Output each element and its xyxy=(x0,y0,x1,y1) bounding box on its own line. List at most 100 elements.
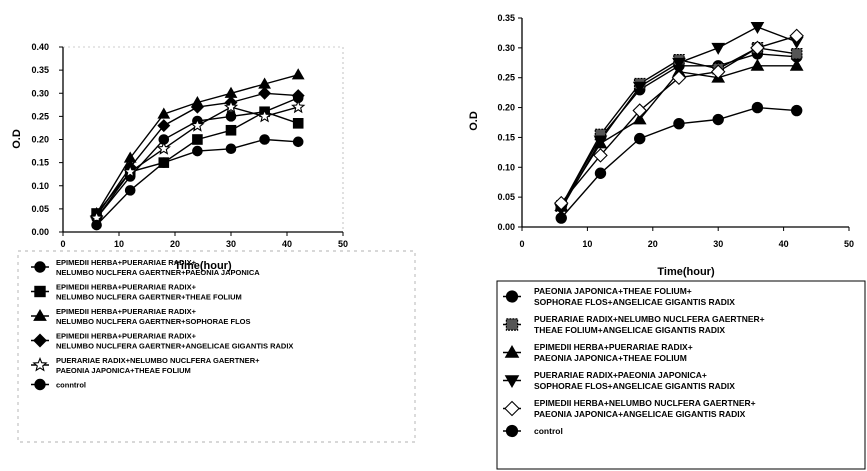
chart-left-legend-label: EPIMEDII HERBA+PUERARIAE RADIX+ xyxy=(56,258,197,267)
chart-right-series-6-point xyxy=(751,101,764,114)
chart-left-ylabel: O.D xyxy=(11,129,23,149)
chart-left-legend-label: PAEONIA JAPONICA+THEAE FOLIUM xyxy=(56,366,191,375)
chart-right-legend-box xyxy=(496,280,866,470)
chart-right-series-5-point xyxy=(789,28,804,44)
chart-right-legend-marker xyxy=(504,400,520,417)
chart-right-series-6-point xyxy=(594,167,607,179)
chart-right-legend-label: PAEONIA JAPONICA+THEAE FOLIUM+ xyxy=(534,286,692,296)
chart-left-series-6-point xyxy=(124,185,136,196)
chart-right-xtick-label: 40 xyxy=(779,239,789,249)
chart-right-legend-marker xyxy=(504,375,520,388)
chart-right-series-5-point xyxy=(750,40,765,56)
chart-right-series-5-point xyxy=(710,64,726,80)
chart-right-ytick-label: 0.15 xyxy=(497,132,515,142)
chart-left-series-2-point xyxy=(192,134,203,145)
chart-right-legend-label: THEAE FOLIUM+ANGELICAE GIGANTIS RADIX xyxy=(534,325,725,335)
chart-left-legend-label: EPIMEDII HERBA+PUERARIAE RADIX+ xyxy=(56,332,197,341)
chart-right-legend-marker xyxy=(505,318,519,331)
chart-left-series-2-point xyxy=(225,124,237,136)
chart-left-legend-label: EPIMEDII HERBA+PUERARIAE RADIX+ xyxy=(56,307,197,316)
chart-left-series-6-point xyxy=(259,134,270,145)
chart-left-legend-label: NELUMBO NUCLFERA GAERTNER+ANGELICAE GIGA… xyxy=(56,342,293,351)
chart-left-legend-marker xyxy=(34,285,46,298)
chart-right-xtick-label: 50 xyxy=(844,239,854,249)
chart-right-legend-label: SOPHORAE FLOS+ANGELICAE GIGANTIS RADIX xyxy=(534,297,735,307)
chart-left-series-3-point xyxy=(291,68,305,80)
chart-left-series-1-point xyxy=(225,111,237,122)
chart-right-series-4-point xyxy=(711,42,726,55)
chart-left-ytick-label: 0.20 xyxy=(31,135,49,145)
chart-right-ylabel: O.D xyxy=(468,111,480,131)
chart-left-series-5-point xyxy=(156,141,171,155)
chart-left-series-5-point xyxy=(223,99,239,114)
chart-right-legend-label: EPIMEDII HERBA+PUERARIAE RADIX+ xyxy=(534,342,693,352)
chart-left-legend-marker xyxy=(34,261,46,273)
chart-right-ytick-label: 0.00 xyxy=(497,222,515,232)
chart-right-legend-marker xyxy=(504,345,520,358)
chart-left-legend-marker xyxy=(33,309,47,321)
chart-right-series-6-point xyxy=(790,104,803,117)
chart-right-xtick-label: 10 xyxy=(582,239,592,249)
chart-left-legend-marker xyxy=(33,333,47,348)
chart-left-legend-marker xyxy=(34,378,46,391)
chart-right-series-6-point xyxy=(555,212,567,224)
chart-right-legend-label: PAEONIA JAPONICA+THEAE FOLIUM xyxy=(534,353,687,363)
chart-right-legend-marker xyxy=(505,424,519,438)
chart-left-series-2-point xyxy=(292,118,304,129)
chart-right-series-5-point xyxy=(671,70,687,85)
chart-left-series-5-point xyxy=(291,99,306,114)
chart-left-xlabel: Time(hour) xyxy=(174,260,232,272)
chart-left-ytick-label: 0.30 xyxy=(31,88,49,98)
chart-right-legend-label: EPIMEDII HERBA+NELUMBO NUCLFERA GAERTNER… xyxy=(534,398,756,408)
chart-left-series-3-point xyxy=(157,107,171,119)
chart-right-series-6-point xyxy=(634,132,646,145)
chart-left-legend-label: conntrol xyxy=(56,381,86,390)
chart-right-series-4-point xyxy=(593,135,608,148)
chart-left-ytick-label: 0.15 xyxy=(31,158,49,168)
chart-right-series-3-point xyxy=(750,58,765,71)
chart-left: O.D Time(hour) 0.00 0.05 0.10 0.15 0.20 0.25 0… xyxy=(11,42,416,443)
chart-left-legend-label: PUERARIAE RADIX+NELUMBO NUCLFERA GAERTNE… xyxy=(56,356,260,365)
chart-right: O.D Time(hour) 0.00 0.05 0.10 0.15 0.20 0.25 0… xyxy=(468,13,866,470)
chart-right-series-6-point xyxy=(712,113,724,126)
chart-right-series-3-point xyxy=(789,58,804,71)
chart-right-series-5-point xyxy=(593,148,608,163)
chart-right-xtick-label: 30 xyxy=(713,239,723,249)
chart-left-legend-box xyxy=(17,250,416,443)
chart-left-xtick-label: 30 xyxy=(226,239,236,249)
chart-right-legend-label: control xyxy=(534,426,563,436)
chart-right-legend-label: SOPHORAE FLOS+ANGELICAE GIGANTIS RADIX xyxy=(534,381,735,391)
chart-left-ytick-label: 0.00 xyxy=(31,227,49,237)
chart-left-ytick-label: 0.25 xyxy=(31,111,49,121)
chart-left-series-4-point xyxy=(157,119,171,133)
chart-left-series-5-point xyxy=(257,108,272,123)
chart-left-series-6-point xyxy=(158,157,170,168)
chart-left-ytick-label: 0.10 xyxy=(31,181,49,191)
chart-left-series-4-point xyxy=(190,100,204,114)
chart-right-xtick-label: 0 xyxy=(519,239,524,249)
chart-left-legend-label: NELUMBO NUCLFERA GAERTNER+THEAE FOLIUM xyxy=(56,293,242,302)
chart-right-legend-marker xyxy=(505,290,519,303)
chart-left-series-6-point xyxy=(91,219,102,231)
chart-left-series-6-point xyxy=(292,136,304,148)
chart-right-ytick-label: 0.35 xyxy=(497,13,515,23)
chart-right-series-2-point xyxy=(594,128,607,141)
chart-left-legend-marker xyxy=(32,357,48,372)
chart-right-ytick-label: 0.10 xyxy=(497,162,515,172)
chart-left-legend-label: EPIMEDII HERBA+PUERARIAE RADIX+ xyxy=(56,283,197,292)
chart-right-legend-label: PUERARIAE RADIX+PAEONIA JAPONICA+ xyxy=(534,370,707,380)
chart-left-series-6-point xyxy=(192,145,203,157)
chart-right-xtick-label: 20 xyxy=(648,239,658,249)
chart-right-series-2-point xyxy=(790,48,803,60)
chart-left-xtick-label: 20 xyxy=(170,239,180,249)
chart-right-series-4-point xyxy=(632,81,647,94)
chart-left-series-5-point xyxy=(123,164,138,178)
chart-left-legend-label: NELUMBO NUCLFERA GAERTNER+PAEONIA JAPONI… xyxy=(56,268,260,277)
chart-right-xlabel: Time(hour) xyxy=(657,266,715,278)
chart-right-series-5-point xyxy=(632,103,647,118)
chart-right-legend-label: PUERARIAE RADIX+NELUMBO NUCLFERA GAERTNE… xyxy=(534,314,765,324)
chart-left-xtick-label: 50 xyxy=(338,239,348,249)
chart-left-series-5-point xyxy=(190,118,205,132)
chart-right-series-5-point xyxy=(553,195,569,211)
